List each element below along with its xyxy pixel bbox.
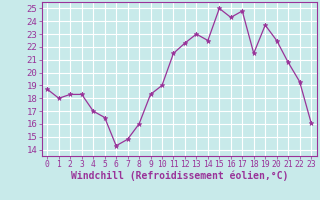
X-axis label: Windchill (Refroidissement éolien,°C): Windchill (Refroidissement éolien,°C) (70, 171, 288, 181)
